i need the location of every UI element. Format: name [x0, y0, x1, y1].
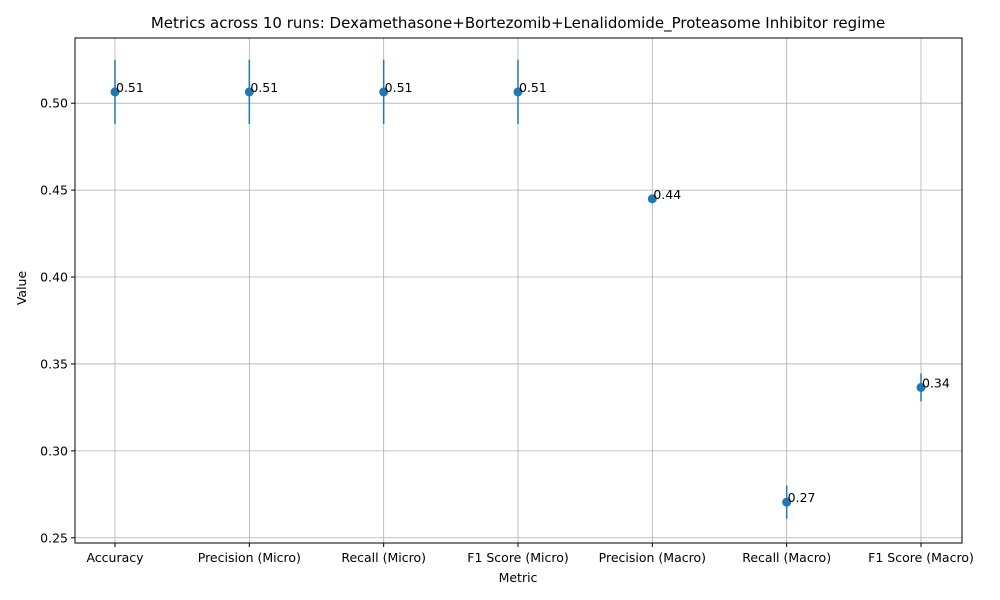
data-point: [647, 194, 657, 204]
data-labels: 0.51 0.51 0.51 0.51 0.44 0.27 0.34: [116, 80, 950, 505]
data-points: [110, 87, 926, 507]
y-tick-label: 0.50: [40, 96, 68, 111]
x-tick-label: Recall (Micro): [341, 550, 426, 565]
data-point: [244, 87, 254, 97]
data-label: 0.51: [385, 80, 413, 95]
data-label: 0.27: [788, 490, 816, 505]
data-label: 0.44: [653, 187, 681, 202]
y-tick-label: 0.40: [40, 270, 68, 285]
data-label: 0.34: [922, 375, 950, 390]
y-axis-label: Value: [14, 271, 29, 306]
data-point: [916, 382, 926, 392]
y-tick-label: 0.45: [40, 183, 68, 198]
data-point: [110, 87, 120, 97]
y-tick-label: 0.35: [40, 356, 68, 371]
data-label: 0.51: [116, 80, 144, 95]
data-point: [379, 87, 389, 97]
y-axis-ticks: 0.25 0.30 0.35 0.40 0.45 0.50: [40, 96, 75, 545]
x-axis-label: Metric: [499, 570, 538, 585]
x-tick-label: Recall (Macro): [742, 550, 831, 565]
data-label: 0.51: [519, 80, 547, 95]
data-point: [782, 497, 792, 507]
x-axis-ticks: Accuracy Precision (Micro) Recall (Micro) F…: [86, 543, 974, 565]
x-tick-label: Precision (Micro): [198, 550, 301, 565]
x-tick-label: Accuracy: [86, 550, 144, 565]
x-tick-label: Precision (Macro): [599, 550, 706, 565]
y-tick-label: 0.30: [40, 443, 68, 458]
y-tick-label: 0.25: [40, 530, 68, 545]
chart-title: Metrics across 10 runs: Dexamethasone+Bo…: [151, 14, 885, 33]
data-point: [513, 87, 523, 97]
x-tick-label: F1 Score (Macro): [868, 550, 974, 565]
x-tick-label: F1 Score (Micro): [467, 550, 569, 565]
data-label: 0.51: [250, 80, 278, 95]
